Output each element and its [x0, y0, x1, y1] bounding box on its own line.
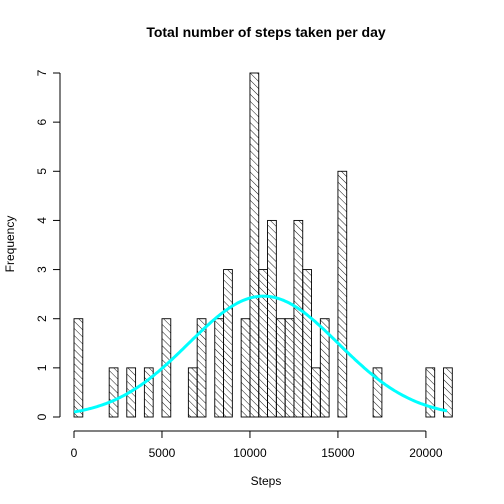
histogram-bar: [108, 367, 119, 418]
histogram-bar: [284, 318, 295, 418]
y-tick-label: 5: [35, 168, 49, 175]
y-tick-label: 4: [35, 217, 49, 224]
histogram-bars: [73, 72, 453, 418]
histogram-bar: [187, 367, 198, 418]
y-tick-label: 2: [35, 315, 49, 322]
y-tick-label: 1: [35, 364, 49, 371]
histogram-bar: [267, 219, 277, 418]
histogram-bar: [223, 269, 233, 418]
histogram-bar: [443, 367, 453, 418]
x-tick-label: 20000: [409, 446, 443, 460]
x-tick-label: 15000: [321, 446, 355, 460]
x-axis: 0 5000 10000 15000 20000: [71, 430, 443, 460]
histogram-bar: [425, 367, 436, 418]
histogram-bar: [258, 269, 268, 418]
y-tick-label: 7: [35, 69, 49, 76]
histogram-bar: [73, 318, 84, 418]
histogram-bar: [143, 367, 154, 418]
histogram-bar: [311, 367, 321, 418]
histogram-bar: [337, 170, 348, 418]
histogram-bar: [196, 318, 207, 418]
histogram-bar: [302, 269, 312, 418]
histogram-bar: [293, 219, 304, 418]
histogram-bar: [372, 367, 383, 418]
x-tick-label: 10000: [233, 446, 267, 460]
histogram-bar: [275, 318, 286, 418]
x-axis-label: Steps: [251, 474, 282, 488]
density-curve-layer: [73, 294, 448, 414]
histogram-bar: [214, 318, 225, 418]
histogram-bar: [240, 318, 251, 418]
chart-title: Total number of steps taken per day: [146, 24, 386, 40]
histogram-bar: [319, 318, 330, 418]
density-curve: [73, 294, 448, 414]
histogram-bar: [249, 72, 260, 418]
y-axis-label: Frequency: [3, 216, 17, 273]
y-tick-label: 6: [35, 118, 49, 125]
x-tick-label: 0: [71, 446, 78, 460]
y-axis: 0 1 2 3 4 5 6 7: [35, 69, 61, 420]
x-tick-label: 5000: [149, 446, 176, 460]
y-tick-label: 0: [35, 413, 49, 420]
y-tick-label: 3: [35, 266, 49, 273]
